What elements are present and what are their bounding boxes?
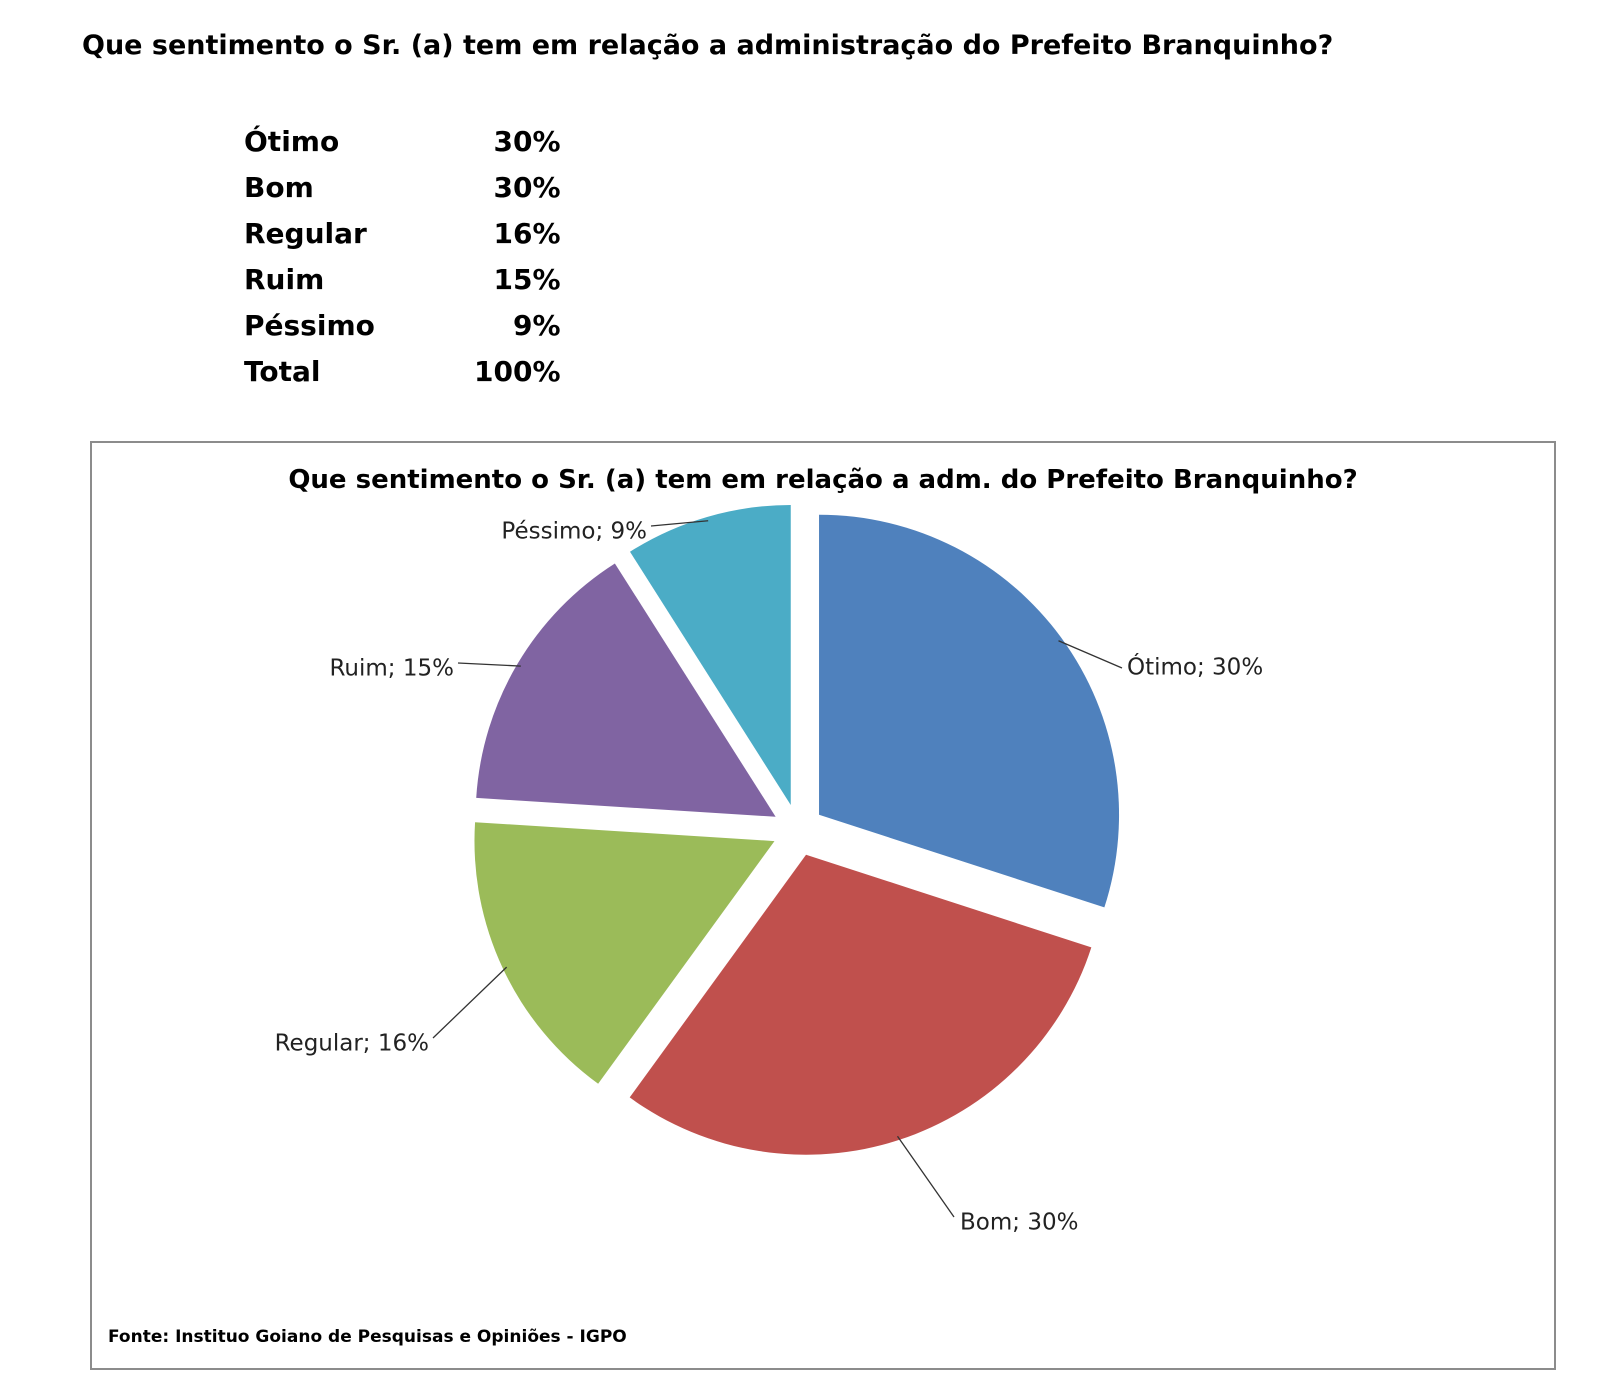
pie-slice-ótimo [819, 514, 1120, 908]
data-label: Bom; 30% [960, 1210, 1078, 1236]
summary-row: Ótimo 30% [244, 118, 561, 164]
pie-slice-péssimo [629, 505, 791, 806]
summary-value: 30% [493, 124, 561, 158]
summary-table: Ótimo 30% Bom 30% Regular 16% Ruim 15% Péssimo 9%… [244, 118, 561, 394]
summary-label: Ruim [244, 262, 325, 296]
summary-row: Regular 16% [244, 210, 561, 256]
pie-slice-regular [474, 822, 775, 1084]
data-label: Ruim; 15% [329, 656, 454, 682]
pie-chart: Ótimo; 30% Bom; 30% Regular; 16% Ruim; 15% P… [275, 505, 1263, 1236]
chart-title: Que sentimento o Sr. (a) tem em relação … [288, 465, 1358, 495]
summary-value: 16% [493, 216, 561, 250]
summary-value: 9% [512, 308, 561, 342]
summary-label: Total [244, 354, 321, 388]
summary-label: Ótimo [244, 124, 340, 158]
data-label: Regular; 16% [275, 1031, 429, 1057]
leader-line [457, 662, 521, 667]
data-label: Ótimo; 30% [1127, 653, 1263, 681]
summary-row: Bom 30% [244, 164, 561, 210]
summary-row: Ruim 15% [244, 256, 561, 302]
leader-line [1058, 640, 1123, 669]
pie-slice-bom [629, 854, 1092, 1155]
summary-label: Bom [244, 170, 314, 204]
source-note: Fonte: Instituo Goiano de Pesquisas e Op… [108, 1327, 627, 1347]
summary-label: Péssimo [244, 308, 375, 342]
summary-value: 15% [493, 262, 561, 296]
leader-line [896, 1135, 955, 1218]
pie-slice-ruim [476, 563, 776, 817]
leader-line [432, 966, 508, 1039]
chart-container: Que sentimento o Sr. (a) tem em relação … [90, 441, 1556, 1370]
summary-label: Regular [244, 216, 367, 250]
leader-line [650, 520, 709, 527]
page-heading: Que sentimento o Sr. (a) tem em relação … [82, 30, 1334, 61]
summary-row: Péssimo 9% [244, 302, 561, 348]
summary-row: Total 100% [244, 348, 561, 394]
data-label: Péssimo; 9% [501, 519, 647, 545]
summary-value: 30% [493, 170, 561, 204]
summary-value: 100% [474, 354, 561, 388]
